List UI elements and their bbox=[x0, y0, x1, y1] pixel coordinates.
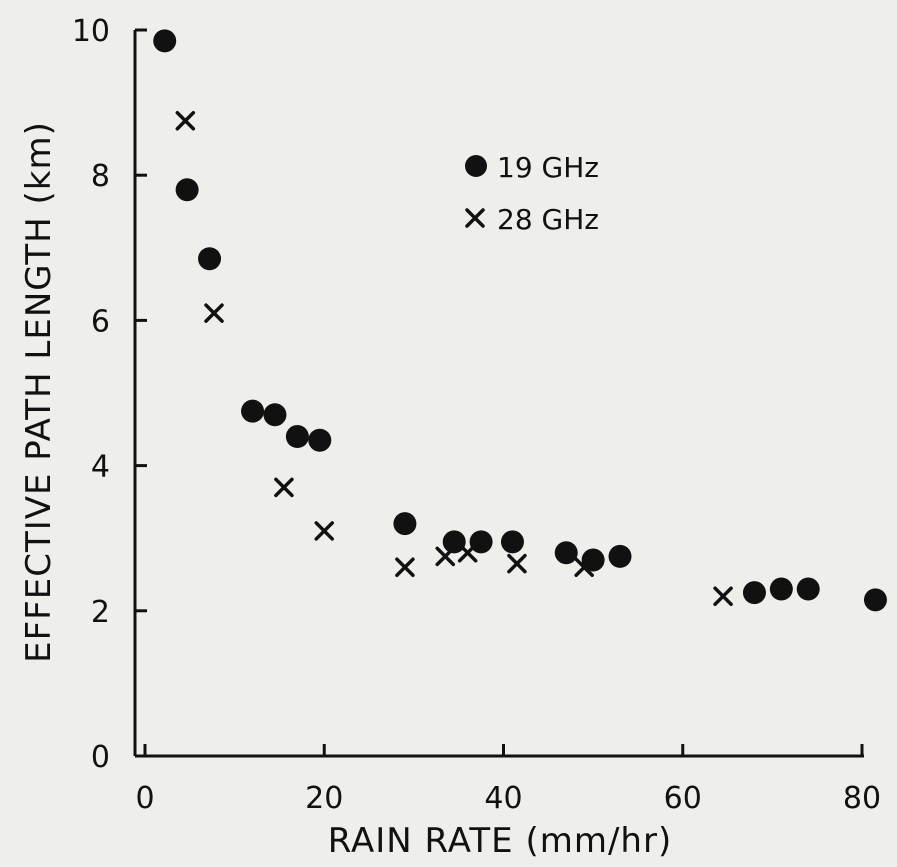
point-19ghz bbox=[175, 178, 199, 202]
y-tick-label: 6 bbox=[91, 304, 110, 339]
point-19ghz bbox=[863, 588, 887, 612]
legend-item-28ghz: 28 GHz bbox=[465, 203, 599, 236]
x-tick-label: 40 bbox=[484, 781, 522, 816]
legend-marker-28ghz bbox=[465, 208, 485, 228]
point-19ghz bbox=[198, 247, 222, 271]
point-19ghz bbox=[263, 403, 287, 427]
legend-label-19ghz: 19 GHz bbox=[497, 151, 599, 184]
legend-marker-19ghz bbox=[465, 155, 487, 177]
point-28ghz bbox=[175, 111, 196, 131]
point-19ghz bbox=[153, 29, 177, 53]
point-28ghz bbox=[204, 303, 224, 323]
tick-labels: 0 20 40 60 80 0 2 4 6 8 10 bbox=[72, 14, 881, 816]
point-19ghz bbox=[469, 530, 493, 554]
point-19ghz bbox=[608, 544, 632, 568]
legend-label-28ghz: 28 GHz bbox=[497, 203, 599, 236]
data-points bbox=[153, 29, 887, 612]
y-axis-label: EFFECTIVE PATH LENGTH (km) bbox=[19, 121, 59, 663]
point-28ghz bbox=[274, 477, 294, 498]
point-28ghz bbox=[507, 553, 527, 574]
point-19ghz bbox=[285, 425, 309, 449]
x-tick-label: 80 bbox=[843, 781, 881, 816]
y-tick-label: 10 bbox=[72, 14, 110, 49]
point-28ghz bbox=[435, 546, 455, 567]
axes bbox=[133, 30, 864, 758]
y-tick-label: 4 bbox=[91, 450, 110, 485]
point-19ghz bbox=[769, 577, 793, 601]
y-tick-label: 0 bbox=[91, 740, 110, 775]
point-28ghz bbox=[457, 542, 478, 563]
x-tick-label: 20 bbox=[305, 781, 343, 816]
legend: 19 GHz 28 GHz bbox=[465, 151, 599, 236]
point-19ghz bbox=[500, 530, 524, 554]
x-axis-label: RAIN RATE (mm/hr) bbox=[328, 821, 672, 861]
x-tick-label: 0 bbox=[135, 781, 154, 816]
point-28ghz bbox=[314, 521, 334, 541]
y-tick-label: 2 bbox=[91, 595, 110, 630]
ticks bbox=[135, 28, 864, 758]
point-19ghz bbox=[442, 530, 466, 554]
point-19ghz bbox=[796, 577, 820, 601]
y-tick-label: 8 bbox=[91, 159, 110, 194]
x-tick-label: 60 bbox=[664, 781, 702, 816]
point-19ghz bbox=[241, 399, 265, 423]
legend-item-19ghz: 19 GHz bbox=[465, 151, 599, 184]
point-19ghz bbox=[554, 541, 578, 565]
point-19ghz bbox=[308, 428, 332, 452]
point-28ghz bbox=[713, 586, 733, 607]
point-19ghz bbox=[393, 512, 417, 536]
point-28ghz bbox=[395, 557, 415, 577]
point-28ghz bbox=[574, 557, 594, 577]
point-19ghz bbox=[742, 581, 766, 605]
